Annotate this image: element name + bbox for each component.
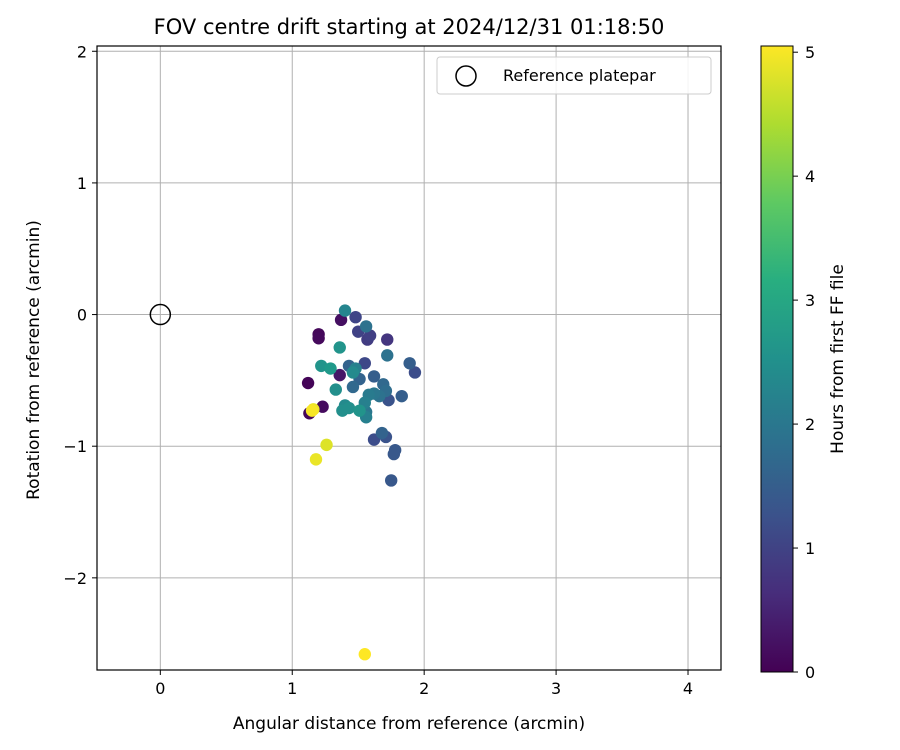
y-tick-label: 0 [77, 306, 87, 325]
x-tick-label: 1 [287, 679, 297, 698]
data-point [375, 426, 389, 440]
chart-title: FOV centre drift starting at 2024/12/31 … [154, 15, 665, 39]
data-point [387, 447, 401, 461]
grid-lines [97, 46, 721, 670]
x-tick-label: 0 [155, 679, 165, 698]
x-axis-ticks: 0 1 2 3 4 [155, 670, 693, 698]
y-tick-label: 2 [77, 42, 87, 61]
colorbar-tick-label: 2 [805, 415, 815, 434]
data-point [338, 304, 352, 317]
data-point [309, 453, 323, 466]
data-point [312, 332, 325, 345]
colorbar-tick-label: 1 [805, 539, 815, 558]
legend-label: Reference platepar [503, 66, 656, 85]
x-tick-label: 3 [551, 679, 561, 698]
data-point [342, 401, 356, 415]
data-point [353, 404, 366, 417]
data-point [301, 376, 315, 390]
colorbar-tick-label: 0 [805, 663, 815, 682]
data-point [333, 341, 346, 354]
colorbar-tick-label: 5 [805, 43, 815, 62]
data-point [381, 333, 394, 346]
y-tick-label: −1 [63, 437, 87, 456]
data-point [403, 357, 416, 370]
colorbar-tick-label: 4 [805, 167, 815, 186]
data-point [358, 648, 372, 661]
colorbar [760, 45, 794, 673]
y-tick-label: −2 [63, 569, 87, 588]
x-tick-label: 4 [683, 679, 693, 698]
plot-area-frame [96, 45, 722, 671]
x-axis-label: Angular distance from reference (arcmin) [233, 714, 585, 734]
data-point [408, 366, 422, 379]
y-tick-label: 1 [77, 174, 87, 193]
legend-open-circle-marker [455, 65, 477, 87]
reference-platepar-marker [149, 303, 172, 326]
data-point [329, 383, 342, 396]
data-point [305, 404, 319, 417]
y-axis-label: Rotation from reference (arcmin) [24, 220, 44, 500]
data-points [301, 304, 422, 661]
colorbar-tick-label: 3 [805, 291, 815, 310]
data-point [346, 366, 360, 379]
colorbar-label: Hours from first FF file [828, 264, 848, 454]
data-point [358, 357, 372, 370]
colorbar-ticks: 0 1 2 3 4 5 [793, 43, 815, 682]
data-point [349, 310, 362, 324]
x-tick-label: 2 [419, 679, 429, 698]
data-point [346, 380, 360, 394]
data-point [320, 438, 333, 452]
data-point [324, 362, 337, 375]
data-point [395, 389, 408, 403]
y-axis-ticks: 2 1 0 −1 −2 [63, 42, 97, 588]
data-point [384, 474, 398, 487]
data-point [381, 349, 394, 362]
data-point [333, 368, 346, 382]
legend-box [436, 56, 712, 95]
data-point [367, 370, 381, 383]
data-point [359, 320, 373, 333]
legend: Reference platepar [436, 56, 712, 95]
